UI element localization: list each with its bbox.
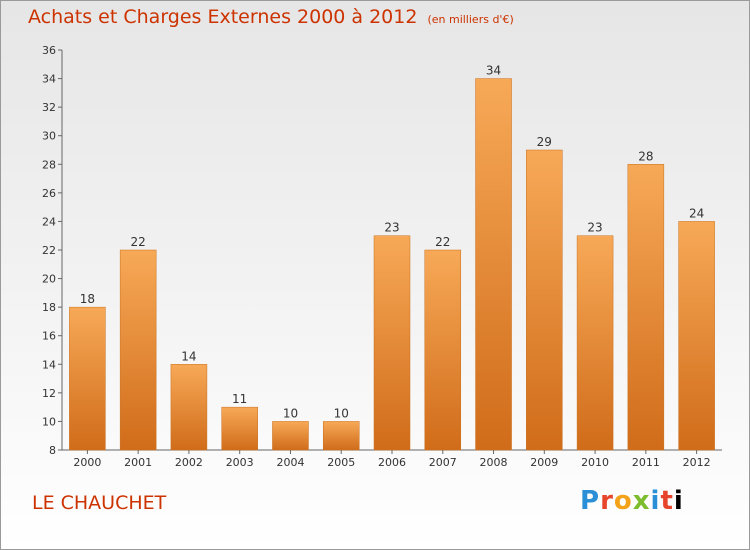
bar-value-label: 34 (486, 64, 501, 78)
bar-value-label: 14 (181, 349, 196, 363)
logo-letter: t (660, 486, 674, 516)
x-tick-label: 2005 (327, 456, 355, 469)
chart-title-text: Achats et Charges Externes 2000 à 2012 (28, 6, 418, 28)
value-labels: 18 22 14 11 10 10 23 22 34 29 23 28 24 (80, 64, 705, 421)
bar-value-label: 10 (283, 406, 298, 420)
bar (221, 406, 258, 451)
y-tick-label: 36 (42, 44, 56, 57)
y-tick-label: 34 (42, 73, 56, 86)
bar (373, 235, 411, 451)
logo-letter: o (613, 486, 633, 516)
y-tick-label: 32 (42, 101, 56, 114)
chart-title: Achats et Charges Externes 2000 à 2012 (e… (28, 6, 514, 28)
bars (69, 78, 715, 451)
bar (526, 149, 563, 451)
logo-letter: i (650, 486, 661, 516)
bar (119, 249, 157, 451)
bar-value-label: 22 (131, 235, 146, 249)
bar (69, 306, 106, 451)
y-tick-label: 16 (42, 330, 56, 343)
bar (170, 364, 208, 451)
bar-value-label: 29 (537, 135, 552, 149)
x-tick-label: 2001 (124, 456, 152, 469)
y-tick-label: 24 (42, 215, 56, 228)
y-tick-label: 18 (42, 301, 56, 314)
logo-letter: r (600, 486, 614, 516)
x-tick-label: 2008 (480, 456, 508, 469)
logo-letter: i (673, 486, 684, 516)
bar-value-label: 22 (435, 235, 450, 249)
bar-value-label: 11 (232, 392, 247, 406)
logo-letter: x (632, 486, 651, 516)
bar-value-label: 24 (689, 206, 704, 220)
y-tick-label: 14 (42, 358, 56, 371)
x-tick-label: 2002 (175, 456, 203, 469)
bar (475, 78, 512, 451)
x-tick-label: 2003 (226, 456, 254, 469)
x-tick-label: 2000 (73, 456, 101, 469)
x-tick-label: 2004 (276, 456, 304, 469)
x-tick-label: 2009 (530, 456, 558, 469)
bar (627, 164, 665, 451)
x-tick-label: 2006 (378, 456, 406, 469)
bar (322, 421, 360, 451)
bar-value-label: 18 (80, 292, 95, 306)
x-tick-label: 2012 (683, 456, 711, 469)
y-tick-label: 30 (42, 130, 56, 143)
bar-value-label: 10 (334, 406, 349, 420)
x-tick-label: 2010 (581, 456, 609, 469)
logo-letter: P (580, 486, 601, 516)
x-tick-label: 2007 (429, 456, 457, 469)
proxiti-logo: Proxiti (580, 486, 684, 516)
bar (272, 421, 309, 451)
bar-value-label: 28 (638, 149, 653, 163)
bar (424, 249, 462, 451)
bar (576, 235, 614, 451)
place-name: LE CHAUCHET (32, 492, 167, 514)
chart-unit-label: (en milliers d'€) (427, 13, 514, 26)
x-tick-label: 2011 (632, 456, 660, 469)
y-tick-label: 20 (42, 273, 56, 286)
y-tick-label: 22 (42, 244, 56, 257)
bar (678, 221, 715, 451)
bar-value-label: 23 (384, 221, 399, 235)
y-tick-label: 10 (42, 415, 56, 428)
y-tick-label: 12 (42, 387, 56, 400)
axes: 8 10 12 14 16 18 20 22 24 26 28 30 32 34 36 2000 2001 200… (42, 44, 722, 469)
y-tick-label: 28 (42, 158, 56, 171)
y-tick-label: 8 (49, 444, 56, 457)
bar-value-label: 23 (587, 221, 602, 235)
y-tick-label: 26 (42, 187, 56, 200)
